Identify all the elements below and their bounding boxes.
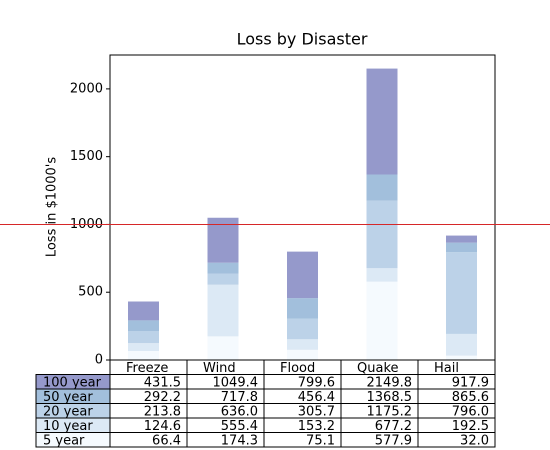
bar-segment bbox=[446, 333, 477, 356]
bar-segment bbox=[128, 301, 159, 321]
column-header: Wind bbox=[203, 361, 236, 376]
bar-segment bbox=[366, 268, 398, 282]
bar-segment bbox=[128, 351, 159, 360]
row-label: 100 year bbox=[43, 375, 102, 390]
table-cell-text: 717.8 bbox=[221, 390, 258, 405]
table-cell-text: 32.0 bbox=[460, 433, 489, 448]
row-label: 20 year bbox=[43, 404, 93, 419]
table-cell-text: 292.2 bbox=[144, 390, 181, 405]
bar-segment bbox=[446, 252, 477, 334]
table-cell-text: 799.6 bbox=[298, 375, 335, 390]
table-cell-text: 192.5 bbox=[452, 419, 489, 434]
bar-segment bbox=[446, 355, 477, 360]
bar-segment bbox=[128, 343, 159, 352]
bar-segment bbox=[207, 217, 239, 263]
table-cell-text: 153.2 bbox=[298, 419, 335, 434]
bar-segment bbox=[446, 242, 477, 253]
y-axis-label: Loss in $1000's bbox=[45, 157, 60, 258]
bar-segment bbox=[287, 349, 318, 360]
bar-segment bbox=[128, 331, 159, 344]
table-cell-text: 917.9 bbox=[452, 375, 489, 390]
bar-segment bbox=[366, 281, 398, 360]
table-cell-text: 124.6 bbox=[144, 419, 181, 434]
bar-segment bbox=[207, 273, 239, 285]
bar-segment bbox=[366, 200, 398, 269]
table-cell-text: 66.4 bbox=[152, 433, 181, 448]
row-label: 5 year bbox=[43, 433, 85, 448]
row-label: 50 year bbox=[43, 390, 93, 405]
row-label: 10 year bbox=[43, 419, 93, 434]
column-header: Freeze bbox=[126, 361, 168, 376]
column-header: Flood bbox=[280, 361, 315, 376]
table-cell-text: 796.0 bbox=[452, 404, 489, 419]
bar-segment bbox=[128, 320, 159, 332]
table-cell-text: 577.9 bbox=[375, 433, 412, 448]
table-cell-text: 636.0 bbox=[221, 404, 258, 419]
bar-segment bbox=[287, 298, 318, 319]
table-cell-text: 456.4 bbox=[298, 390, 335, 405]
table-cell-text: 213.8 bbox=[144, 404, 181, 419]
column-header: Quake bbox=[357, 361, 399, 376]
table-cell bbox=[417, 432, 496, 448]
bar-segment bbox=[366, 68, 398, 175]
y-tick-label: 1500 bbox=[70, 149, 103, 164]
table-cell-text: 75.1 bbox=[306, 433, 335, 448]
bar-segment bbox=[207, 336, 239, 360]
table-cell-text: 305.7 bbox=[298, 404, 335, 419]
bar-segment bbox=[207, 284, 239, 337]
table-cell-text: 555.4 bbox=[221, 419, 258, 434]
y-tick-label: 0 bbox=[95, 353, 103, 368]
bar-segment bbox=[366, 174, 398, 201]
column-header: Hail bbox=[434, 361, 459, 376]
table-cell-text: 1049.4 bbox=[213, 375, 259, 390]
bar-segment bbox=[207, 262, 239, 274]
bar-segment bbox=[287, 251, 318, 299]
y-tick-label: 500 bbox=[78, 285, 103, 300]
table-cell-text: 1175.2 bbox=[367, 404, 413, 419]
table-cell-text: 2149.8 bbox=[367, 375, 413, 390]
table-cell-text: 431.5 bbox=[144, 375, 181, 390]
table-cell-text: 174.3 bbox=[221, 433, 258, 448]
chart-title: Loss by Disaster bbox=[237, 30, 368, 49]
bar-segment bbox=[446, 235, 477, 243]
table-cell-text: 677.2 bbox=[375, 419, 412, 434]
bar-segment bbox=[287, 318, 318, 340]
table-cell-text: 1368.5 bbox=[367, 390, 413, 405]
bar-segment bbox=[287, 339, 318, 350]
table-cell-text: 865.6 bbox=[452, 390, 489, 405]
y-tick-label: 2000 bbox=[70, 81, 103, 96]
